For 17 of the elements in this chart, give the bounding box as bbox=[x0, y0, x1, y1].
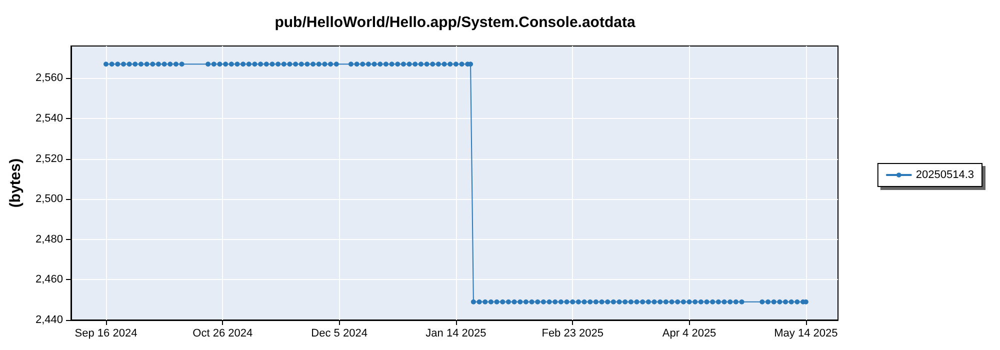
chart-title: pub/HelloWorld/Hello.app/System.Console.aotdata bbox=[274, 14, 636, 31]
x-tick-label: Oct 26 2024 bbox=[192, 328, 253, 340]
x-tick-label: Apr 4 2025 bbox=[662, 328, 716, 340]
y-tick-label: 2,560 bbox=[35, 72, 63, 84]
y-tick-label: 2,540 bbox=[35, 112, 63, 125]
y-tick-label: 2,520 bbox=[35, 152, 63, 165]
legend-label: 20250514.3 bbox=[916, 169, 974, 181]
x-tick-label: Sep 16 2024 bbox=[74, 328, 138, 340]
x-tick-label: Dec 5 2024 bbox=[311, 328, 368, 340]
x-tick-label: Jan 14 2025 bbox=[426, 328, 486, 340]
y-tick-label: 2,440 bbox=[35, 314, 63, 326]
y-axis-title: (bytes) bbox=[7, 158, 24, 208]
y-tick-label: 2,480 bbox=[35, 233, 63, 246]
y-tick-label: 2,500 bbox=[35, 193, 63, 206]
x-tick-label: Feb 23 2025 bbox=[542, 328, 604, 340]
x-tick-label: May 14 2025 bbox=[774, 328, 838, 340]
y-tick-label: 2,460 bbox=[35, 274, 63, 286]
